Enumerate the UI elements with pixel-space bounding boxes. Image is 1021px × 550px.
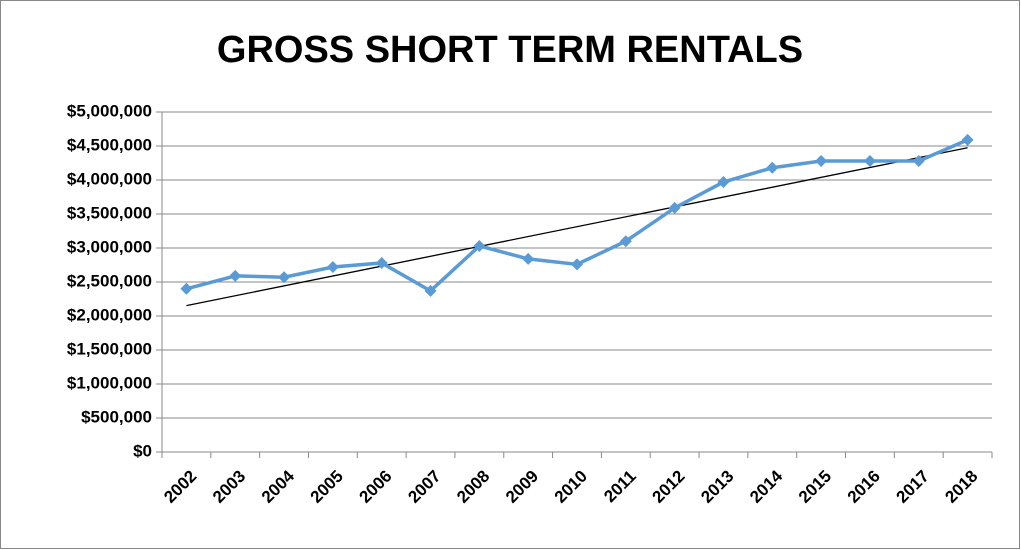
y-tick-label: $0	[133, 441, 152, 460]
data-point	[766, 161, 779, 174]
chart-title: GROSS SHORT TERM RENTALS	[217, 29, 803, 71]
y-tick-label: $3,000,000	[67, 237, 152, 256]
y-tick-label: $3,500,000	[67, 203, 152, 222]
y-tick-label: $500,000	[81, 407, 152, 426]
data-point	[912, 154, 925, 167]
data-point	[375, 256, 388, 269]
data-point	[522, 252, 535, 265]
data-point	[424, 284, 437, 297]
trend-line	[186, 147, 968, 307]
data-point	[229, 269, 242, 282]
y-tick-label: $2,500,000	[67, 271, 152, 290]
data-point	[717, 176, 730, 189]
y-tick-label: $1,000,000	[67, 373, 152, 392]
data-point	[571, 258, 583, 271]
data-point	[326, 261, 339, 274]
y-tick-label: $2,000,000	[67, 305, 152, 324]
data-point	[668, 201, 681, 214]
y-tick-label: $4,500,000	[67, 135, 152, 154]
data-point	[815, 154, 828, 167]
data-point	[278, 271, 291, 284]
data-point	[180, 282, 193, 295]
data-point	[619, 235, 632, 248]
data-point	[863, 154, 876, 167]
y-tick-label: $4,000,000	[67, 169, 152, 188]
data-point	[961, 133, 974, 146]
y-tick-label: $1,500,000	[67, 339, 152, 358]
data-point	[473, 239, 486, 252]
y-tick-label: $5,000,000	[67, 101, 152, 120]
